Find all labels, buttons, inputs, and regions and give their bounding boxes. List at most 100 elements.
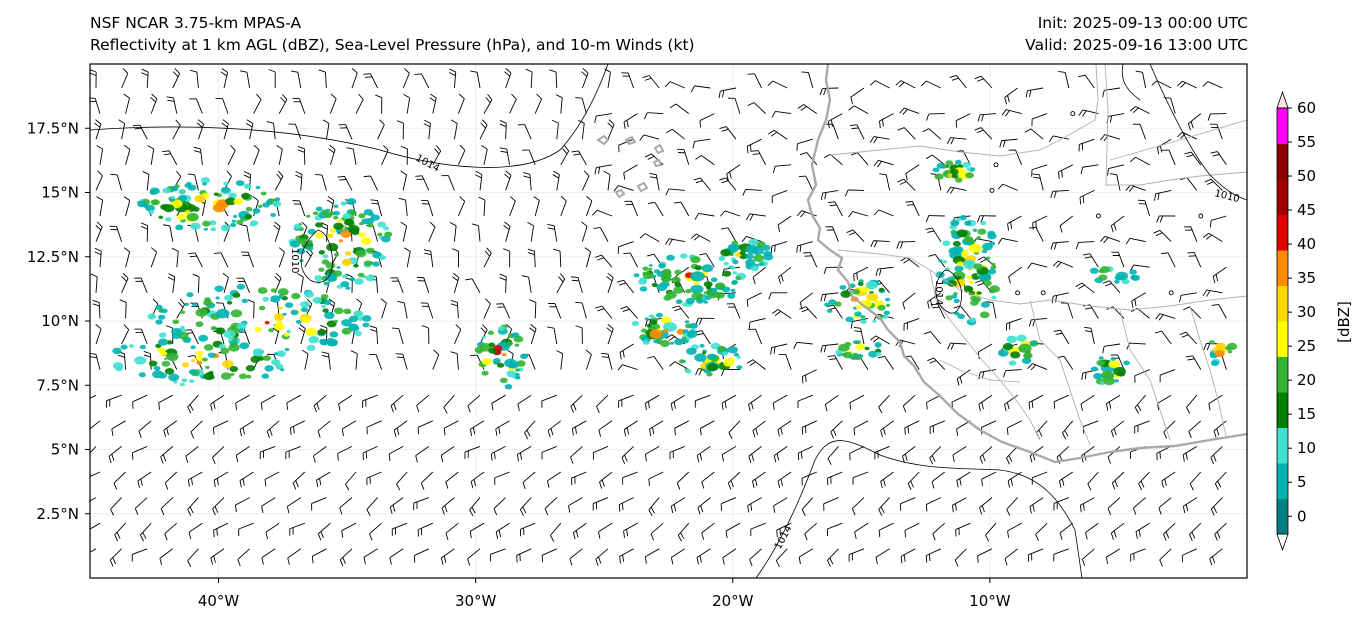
wind-barb-flag (979, 507, 983, 515)
wind-barb-staff (260, 445, 276, 453)
wind-barb-flag (674, 428, 676, 436)
wind-barb-flag (160, 508, 165, 516)
reflectivity-cell (336, 266, 341, 269)
wind-barb-flag (286, 402, 289, 410)
reflectivity-cell (991, 262, 996, 266)
wind-barb-flag (141, 72, 149, 76)
wind-barb-flag (780, 274, 784, 282)
wind-barb-flag (118, 119, 125, 124)
wind-barb-flag (269, 428, 273, 436)
wind-barb-staff (875, 548, 890, 558)
wind-barb-flag (400, 145, 408, 150)
wind-barb-flag (721, 180, 729, 184)
reflectivity-cell (638, 278, 647, 285)
wind-barb-flag (493, 508, 498, 516)
wind-barb-flag (449, 222, 457, 227)
wind-barb-flag (619, 556, 621, 564)
reflectivity-cell (323, 281, 330, 286)
wind-barb-flag (907, 483, 912, 491)
reflectivity-cell (325, 208, 331, 212)
colorbar-tick-label: 0 (1297, 507, 1307, 525)
wind-barb-staff (1134, 394, 1146, 408)
wind-barb-flag (666, 128, 673, 134)
reflectivity-cell (739, 250, 746, 256)
wind-barb-flag (380, 298, 387, 304)
wind-barb-flag (796, 210, 803, 217)
reflectivity-cell (968, 317, 977, 323)
wind-barb-staff (321, 174, 327, 191)
wind-barb-flag (1134, 299, 1137, 307)
wind-barb-staff (247, 252, 255, 268)
reflectivity-cell (1098, 356, 1104, 360)
reflectivity-cell (841, 352, 848, 357)
wind-barb-flag (954, 560, 959, 567)
reflectivity-cell (1030, 341, 1037, 346)
wind-barb-flag (827, 201, 836, 204)
reflectivity-cell (320, 294, 329, 300)
wind-barb-flag (981, 479, 983, 487)
wind-barb-flag (213, 555, 216, 563)
wind-barb-staff (1079, 138, 1095, 145)
wind-barb-flag (692, 141, 695, 149)
wind-barb-staff (1135, 106, 1150, 115)
reflectivity-cell (235, 180, 245, 187)
wind-barb-flag (366, 509, 371, 516)
reflectivity-cell (341, 258, 352, 267)
wind-barb-staff (376, 328, 379, 345)
wind-barb-flag (798, 557, 801, 565)
wind-barb-staff (242, 277, 251, 293)
wind-barb-staff (733, 303, 741, 319)
wind-barb-flag (165, 325, 173, 329)
wind-barb-flag (1207, 113, 1211, 121)
reflectivity-cell (682, 329, 689, 334)
wind-barb-flag (1157, 403, 1160, 411)
reflectivity-cell (368, 212, 375, 217)
reflectivity-cell (950, 219, 960, 227)
wind-barb-staff (168, 150, 178, 166)
wind-barb-flag (752, 277, 756, 284)
wind-barb-staff (698, 212, 715, 217)
wind-barb-flag (1160, 145, 1163, 153)
reflectivity-cell (363, 260, 372, 267)
reflectivity-cell (877, 304, 886, 311)
wind-barb-staff (809, 252, 818, 268)
reflectivity-cell (190, 222, 201, 230)
wind-barb-flag (673, 401, 676, 409)
wind-barb-flag (235, 505, 237, 513)
wind-barb-flag (598, 556, 602, 564)
wind-barb-flag (452, 276, 459, 282)
wind-barb-flag (1216, 428, 1220, 436)
wind-barb-staff (647, 112, 664, 115)
reflectivity-cell (324, 311, 335, 320)
wind-barb-flag (719, 126, 727, 129)
wind-barb-staff (95, 328, 102, 345)
wind-barb-staff (1183, 497, 1198, 507)
wind-barb-staff (469, 522, 485, 532)
wind-barb-staff (796, 341, 813, 345)
wind-barb-staff (1001, 138, 1018, 142)
reflectivity-cell (322, 254, 329, 259)
reflectivity-cell (215, 296, 220, 300)
wind-barb-flag (850, 96, 853, 104)
wind-barb-staff (125, 97, 130, 114)
valid-time: Valid: 2025-09-16 13:00 UTC (1025, 36, 1248, 54)
wind-barb-staff (1006, 317, 1022, 325)
reflectivity-cell (257, 204, 263, 208)
wind-barb-staff (668, 188, 685, 191)
wind-barb-staff (650, 522, 664, 535)
reflectivity-cell (678, 359, 685, 364)
wind-barb-staff (1189, 471, 1202, 485)
wind-barb-flag (480, 327, 486, 334)
wind-barb-flag (400, 170, 407, 176)
wind-barb-flag (420, 482, 425, 490)
wind-barb-staff (493, 497, 506, 509)
reflectivity-cell (953, 298, 960, 304)
wind-barb-staff (313, 446, 327, 457)
wind-barb-flag (1080, 403, 1083, 411)
reflectivity-cell (270, 295, 281, 303)
wind-barb-flag (568, 505, 571, 513)
wind-barb-flag (470, 481, 474, 489)
wind-barb-flag (369, 329, 377, 332)
wind-barb-staff (396, 471, 408, 485)
wind-barb-staff (952, 446, 967, 456)
